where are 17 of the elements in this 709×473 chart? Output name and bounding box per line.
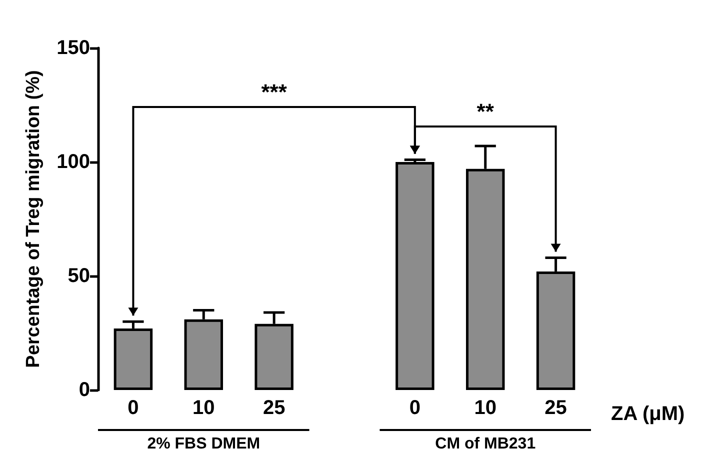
y-tick-label: 100 [56,151,90,173]
annotation: ** [476,99,494,124]
bar [396,162,434,390]
x-tick-label: 10 [192,397,215,419]
y-tick-label: 150 [56,37,90,59]
y-axis-title: Percentage of Treg migration (%) [23,70,44,368]
x-tick-label: 10 [474,397,496,419]
text: 2% FBS DMEM [147,436,260,452]
x-tick-label: 0 [128,397,139,419]
y-tick-label: 50 [68,265,90,287]
y-tick-label: 0 [78,379,90,401]
x-axis-title: ZA (μM) [611,403,685,425]
text: CM of MB231 [435,436,536,452]
x-tick-label: 0 [409,397,420,419]
annotation: *** [261,80,288,105]
x-tick-label: 25 [262,397,286,419]
x-tick-label: 25 [544,397,567,419]
